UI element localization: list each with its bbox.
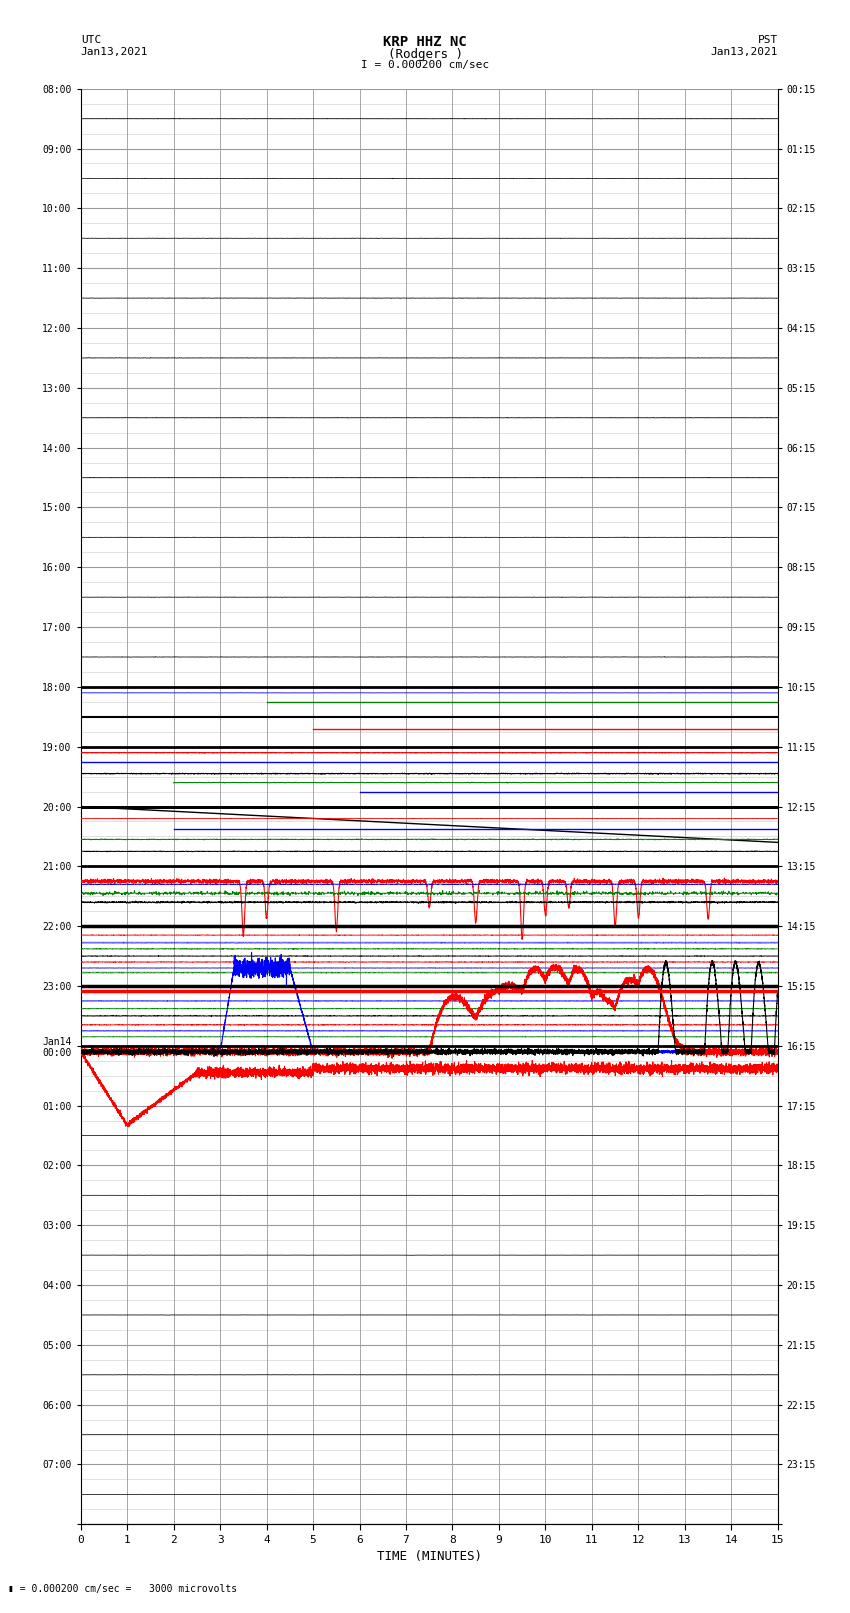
X-axis label: TIME (MINUTES): TIME (MINUTES) (377, 1550, 482, 1563)
Text: Jan13,2021: Jan13,2021 (81, 47, 148, 56)
Text: PST: PST (757, 35, 778, 45)
Text: UTC: UTC (81, 35, 101, 45)
Text: I = 0.000200 cm/sec: I = 0.000200 cm/sec (361, 60, 489, 69)
Text: KRP HHZ NC: KRP HHZ NC (383, 35, 467, 50)
Text: ▮ = 0.000200 cm/sec =   3000 microvolts: ▮ = 0.000200 cm/sec = 3000 microvolts (8, 1584, 238, 1594)
Text: (Rodgers ): (Rodgers ) (388, 48, 462, 61)
Text: Jan13,2021: Jan13,2021 (711, 47, 778, 56)
